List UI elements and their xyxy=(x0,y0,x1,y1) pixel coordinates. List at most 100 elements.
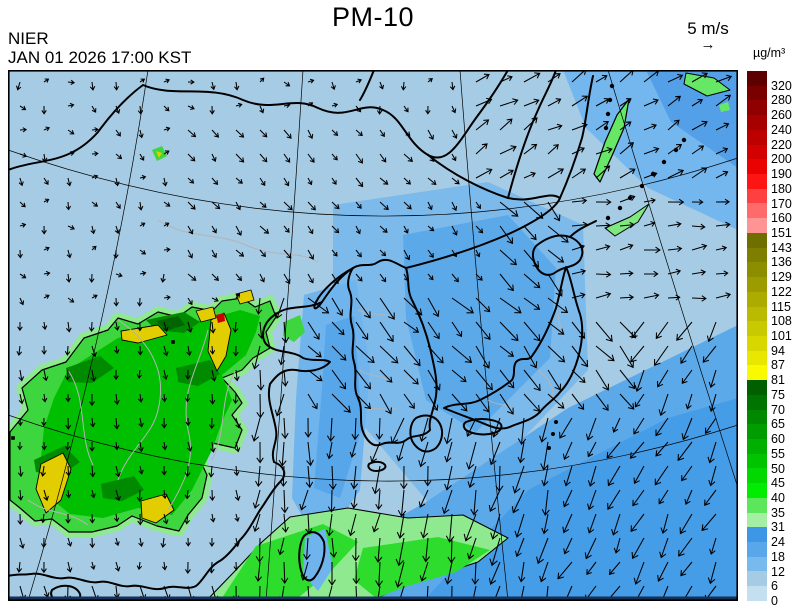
colorbar-segment xyxy=(747,335,767,351)
colorbar-tick-label: 81 xyxy=(771,373,785,388)
kuril-islands-dots xyxy=(661,159,667,165)
admin-border-line xyxy=(67,369,94,466)
colorbar-segment xyxy=(747,218,767,233)
admin-border-line xyxy=(117,319,162,481)
graticule-line xyxy=(459,69,509,602)
field-patch-okhotsk-deep xyxy=(646,70,738,168)
page-title: PM-10 xyxy=(331,2,415,32)
field-patch-nw-spot-yellow xyxy=(156,151,162,158)
coastline-kyushu-outline xyxy=(409,414,444,453)
field-patch-red-spot xyxy=(216,313,225,323)
colorbar-segment xyxy=(747,586,767,601)
field-patch-pacific-deep xyxy=(423,398,738,601)
field-patch-sakhalin-green xyxy=(593,98,630,183)
colorbar-tick-label: 220 xyxy=(771,137,792,152)
source-label: NIER xyxy=(8,29,49,48)
colorbar-tick-label: 280 xyxy=(771,93,792,108)
colorbar-segment xyxy=(747,291,767,307)
colorbar-segment xyxy=(747,129,767,145)
colorbar-segment xyxy=(747,115,767,130)
colorbar-tick-label: 136 xyxy=(771,255,792,270)
coastline-hokkaido-outline xyxy=(532,234,584,276)
coastline-border-spur-north xyxy=(359,69,375,101)
kuril-islands-dots xyxy=(605,111,611,117)
colorbar-tick-label: 87 xyxy=(771,358,785,373)
colorbar-segment xyxy=(747,188,767,204)
admin-border-line xyxy=(357,309,395,319)
map-bottom-band xyxy=(8,596,738,601)
colorbar-segment xyxy=(747,483,767,498)
colorbar-segment xyxy=(747,468,767,484)
colorbar-tick-label: 320 xyxy=(771,78,792,93)
colorbar-tick-label: 0 xyxy=(771,594,778,608)
colorbar-segment xyxy=(747,409,767,425)
field-patch-yellow-patch-small-top xyxy=(195,306,217,323)
coastline-taiwan-outline xyxy=(298,531,326,582)
colorbar-tick-label: 12 xyxy=(771,564,785,579)
field-patch-yellow-patch-hebei xyxy=(120,324,168,344)
colorbar-segment xyxy=(747,277,767,292)
colorbar-segment xyxy=(747,100,767,116)
colorbar-segment xyxy=(747,394,767,410)
colorbar-segment xyxy=(747,174,767,189)
colorbar-tick-label: 70 xyxy=(771,402,785,417)
graticule-line xyxy=(7,149,739,217)
admin-border-line xyxy=(157,219,319,263)
field-patch-taiwan-strait-blue xyxy=(303,529,333,591)
map-frame xyxy=(8,70,739,602)
colorbar-segment xyxy=(747,71,767,86)
kuril-islands-dots xyxy=(605,215,611,221)
colorbar-tick-label: 75 xyxy=(771,387,785,402)
colorbar-tick-label: 151 xyxy=(771,225,792,240)
graticule-line xyxy=(7,414,739,482)
colorbar xyxy=(747,71,767,601)
colorbar-segment xyxy=(747,424,767,439)
colorbar-tick-label: 129 xyxy=(771,270,792,285)
coastline-china-coast xyxy=(7,301,331,591)
field-patch-kuril-green xyxy=(604,203,650,237)
admin-border-line xyxy=(359,369,391,383)
wind-arrows-layer xyxy=(15,68,733,612)
coastline-shikoku-outline xyxy=(462,418,503,436)
field-patch-south-green-bright-2 xyxy=(354,537,490,598)
field-patch-yellow-patch-ne-lobe xyxy=(235,289,255,305)
field-patch-china-green-dark-4 xyxy=(176,360,220,386)
coastline-ussuri-branch xyxy=(507,69,557,199)
coastline-honshu-outline xyxy=(443,266,584,430)
admin-border-line xyxy=(27,499,89,526)
coastline-hokkaido-ne-tip xyxy=(569,220,597,238)
kuril-islands-dots xyxy=(639,183,645,189)
colorbar-labels: 320 280 260 240 220 200 190 180 170 160 151 143 136 1… xyxy=(771,71,799,608)
coastline-liaodong-peninsula xyxy=(313,267,354,310)
colorbar-segment xyxy=(747,321,767,336)
colorbar-tick-label: 24 xyxy=(771,535,785,550)
admin-border-line xyxy=(487,399,517,411)
colorbar-segment xyxy=(747,85,767,101)
colorbar-segment xyxy=(747,203,767,219)
wind-scale-label: 5 m/s xyxy=(687,19,729,38)
field-patch-liaodong-green-patch xyxy=(283,315,305,342)
kuril-islands-dots xyxy=(603,125,609,131)
graticule-line xyxy=(27,69,149,602)
colorbar-segment xyxy=(747,527,767,542)
izu-islands-dots xyxy=(547,446,551,450)
valid-time-label: JAN 01 2026 17:00 KST xyxy=(8,48,192,67)
colorbar-tick-label: 6 xyxy=(771,579,778,594)
admin-border-line xyxy=(537,369,554,401)
field-patch-china-green-darkest xyxy=(156,316,185,331)
colorbar-tick-label: 170 xyxy=(771,196,792,211)
coastline-jeju-island xyxy=(367,460,387,472)
colorbar-tick-label: 40 xyxy=(771,490,785,505)
colorbar-tick-label: 122 xyxy=(771,284,792,299)
map-canvas xyxy=(4,68,739,612)
colorbar-tick-label: 240 xyxy=(771,122,792,137)
colorbar-segment xyxy=(747,159,767,175)
colorbar-segment xyxy=(747,438,767,454)
colorbar-tick-label: 45 xyxy=(771,476,785,491)
admin-border-line xyxy=(211,369,237,461)
colorbar-segment xyxy=(747,232,767,248)
admin-border-line xyxy=(167,329,209,511)
colorbar-segment xyxy=(747,306,767,322)
colorbar-tick-label: 180 xyxy=(771,181,792,196)
